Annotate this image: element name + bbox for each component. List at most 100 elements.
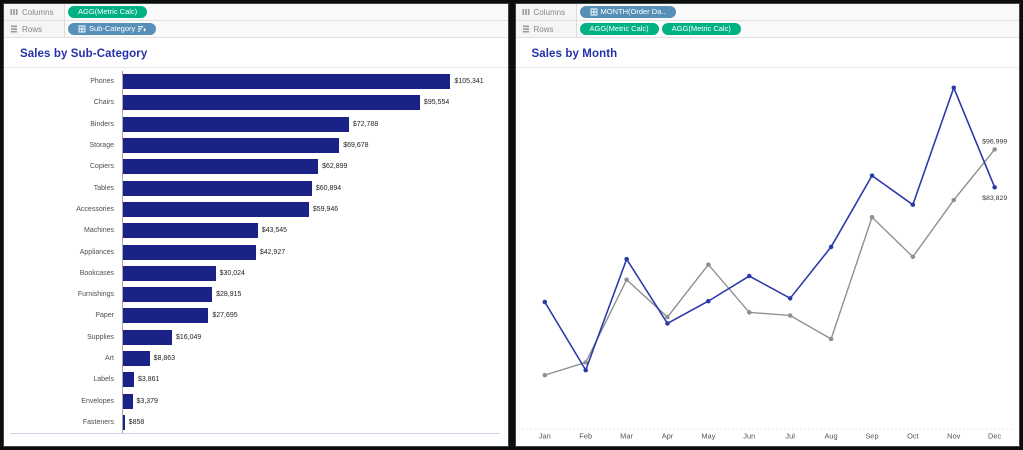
month-label[interactable]: Dec xyxy=(988,432,1002,441)
pill-month-order-da[interactable]: MONTH(Order Da.. xyxy=(579,6,676,18)
bar-value-label: $27,695 xyxy=(212,312,238,320)
bar-value-label: $28,915 xyxy=(216,291,242,299)
bar[interactable] xyxy=(122,223,258,239)
data-point-secondary[interactable] xyxy=(991,147,997,152)
bar[interactable] xyxy=(122,287,213,303)
columns-shelf[interactable]: Columns AGG(Metric Calc) xyxy=(4,4,508,21)
columns-pill-area[interactable]: MONTH(Order Da.. xyxy=(576,4,1019,20)
data-point-secondary[interactable] xyxy=(582,360,588,365)
bar[interactable] xyxy=(122,393,133,409)
pill-label: AGG(Metric Calc) xyxy=(671,24,731,33)
data-point-primary[interactable] xyxy=(542,299,547,305)
rows-pill-area[interactable]: AGG(Metric Calc) AGG(Metric Calc) xyxy=(576,21,1019,37)
data-point-primary[interactable] xyxy=(828,244,833,250)
rows-shelf[interactable]: Rows AGG(Metric Calc) AGG(Metric Calc) xyxy=(515,21,1019,38)
bar[interactable] xyxy=(122,265,216,281)
rows-shelf-label: Rows xyxy=(22,24,43,34)
rows-pill-area[interactable]: Sub-Category xyxy=(65,21,508,37)
data-point-secondary[interactable] xyxy=(746,310,752,315)
data-point-secondary[interactable] xyxy=(828,336,833,342)
bar-category-label[interactable]: Appliances xyxy=(79,248,114,256)
bar[interactable] xyxy=(122,116,349,132)
data-point-primary[interactable] xyxy=(746,273,752,279)
bar[interactable] xyxy=(122,95,420,111)
month-label[interactable]: Aug xyxy=(824,432,837,441)
bar-category-label[interactable]: Bookcases xyxy=(79,269,114,277)
bar-category-label[interactable]: Tables xyxy=(93,184,114,192)
pill-sub-category[interactable]: Sub-Category xyxy=(68,23,157,35)
bar-row: Phones $105,341 xyxy=(10,71,500,92)
month-label[interactable]: Jun xyxy=(743,432,755,441)
bar-value-label: $105,341 xyxy=(454,78,484,86)
data-point-primary[interactable] xyxy=(991,185,997,190)
columns-pill-area[interactable]: AGG(Metric Calc) xyxy=(65,4,508,20)
bar-category-label[interactable]: Art xyxy=(105,355,114,362)
pill-agg-metric-calc[interactable]: AGG(Metric Calc) xyxy=(579,23,659,35)
bar-value-label: $59,946 xyxy=(312,205,339,213)
data-point-secondary[interactable] xyxy=(542,372,547,378)
data-point-primary[interactable] xyxy=(664,321,670,326)
data-point-primary[interactable] xyxy=(705,298,711,304)
data-point-primary[interactable] xyxy=(869,173,874,178)
data-point-secondary[interactable] xyxy=(623,277,629,282)
data-point-secondary[interactable] xyxy=(787,313,792,318)
bar-category-label[interactable]: Fasteners xyxy=(82,418,114,426)
data-point-primary[interactable] xyxy=(787,296,792,301)
panel-sales-by-subcategory: Columns AGG(Metric Calc) Rows Sub-Catego… xyxy=(3,3,509,447)
month-label[interactable]: Nov xyxy=(947,432,961,441)
rows-shelf[interactable]: Rows Sub-Category xyxy=(4,21,508,38)
month-label[interactable]: Sep xyxy=(865,432,878,441)
bar-category-label[interactable]: Binders xyxy=(90,120,114,128)
data-point-primary[interactable] xyxy=(623,256,629,262)
bar[interactable] xyxy=(122,244,256,260)
columns-shelf[interactable]: Columns MONTH(Order Da.. xyxy=(515,4,1019,21)
bar-category-label[interactable]: Supplies xyxy=(87,333,114,341)
bar[interactable] xyxy=(122,372,135,388)
bar-row: Chairs $95,554 xyxy=(10,92,500,113)
bar-category-label[interactable]: Storage xyxy=(89,142,114,150)
bar-category-label[interactable]: Accessories xyxy=(76,205,114,213)
data-point-secondary[interactable] xyxy=(869,215,874,220)
bar[interactable] xyxy=(122,138,340,154)
data-point-primary[interactable] xyxy=(910,202,915,207)
bar[interactable] xyxy=(122,308,209,324)
bar-category-label[interactable]: Furnishings xyxy=(77,291,114,299)
bar[interactable] xyxy=(122,180,312,196)
bar-category-label[interactable]: Phones xyxy=(90,78,114,86)
pill-agg-metric-calc[interactable]: AGG(Metric Calc) xyxy=(68,6,148,18)
bar[interactable] xyxy=(122,159,319,175)
month-label[interactable]: Jan xyxy=(538,432,550,441)
bar-category-label[interactable]: Paper xyxy=(95,312,114,320)
bar-value-label: $3,861 xyxy=(138,376,160,384)
bar-category-label[interactable]: Machines xyxy=(84,227,114,235)
month-label[interactable]: Oct xyxy=(907,432,919,441)
bar-track: $59,946 xyxy=(122,199,500,220)
data-point-secondary[interactable] xyxy=(664,314,670,320)
bar-track: $69,678 xyxy=(122,135,500,156)
month-label[interactable]: Feb xyxy=(579,432,592,441)
data-point-secondary[interactable] xyxy=(950,197,956,203)
bar[interactable] xyxy=(122,201,309,217)
month-label[interactable]: Jul xyxy=(785,432,795,441)
bar-value-label: $30,024 xyxy=(219,269,245,277)
month-label[interactable]: Apr xyxy=(661,432,673,441)
bar[interactable] xyxy=(122,329,173,345)
bar-category-label[interactable]: Copiers xyxy=(89,163,114,171)
bar-category-label[interactable]: Chairs xyxy=(93,99,114,107)
data-point-primary[interactable] xyxy=(950,85,956,90)
bar[interactable] xyxy=(122,351,150,366)
bar-category-label[interactable]: Envelopes xyxy=(81,397,114,405)
bar[interactable] xyxy=(122,414,125,430)
data-point-primary[interactable] xyxy=(582,367,588,373)
bar[interactable] xyxy=(122,74,451,90)
data-point-secondary[interactable] xyxy=(910,254,915,260)
month-label[interactable]: Mar xyxy=(620,432,633,441)
sort-icon[interactable] xyxy=(138,25,147,33)
bar-category-label[interactable]: Labels xyxy=(93,376,114,384)
month-label[interactable]: May xyxy=(701,432,715,441)
bar-row: Storage $69,678 xyxy=(10,135,500,156)
pill-agg-metric-calc[interactable]: AGG(Metric Calc) xyxy=(661,23,741,35)
bar-track: $16,049 xyxy=(122,327,500,348)
data-point-secondary[interactable] xyxy=(705,262,711,267)
line-chart: Jan Feb Mar Apr May Jun Jul Aug Sep Oct Nov Dec $96,… xyxy=(516,68,1020,446)
